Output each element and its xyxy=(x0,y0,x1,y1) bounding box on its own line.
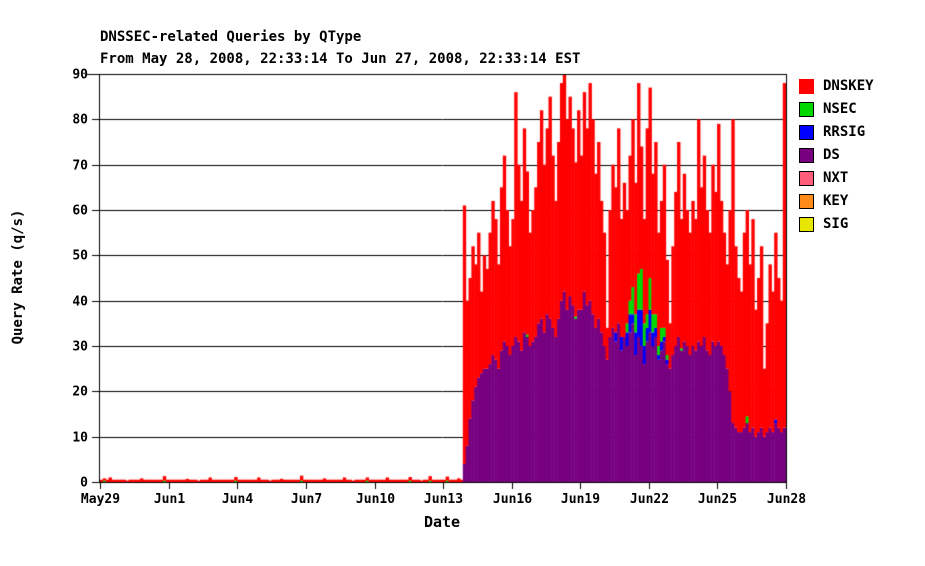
legend-item-sig: SIG xyxy=(799,216,874,232)
x-tick-label-Jun4: Jun4 xyxy=(221,492,254,507)
x-tick-label-Jun25: Jun25 xyxy=(697,492,738,507)
legend: DNSKEY NSEC RRSIG DS NXT KEY SIG xyxy=(799,78,874,239)
x-tick-label-May29: May29 xyxy=(80,492,121,507)
legend-swatch-key-icon xyxy=(799,193,814,209)
y-tick-label-20: 20 xyxy=(72,384,88,399)
legend-swatch-nxt-icon xyxy=(799,170,814,186)
legend-item-dnskey: DNSKEY xyxy=(799,78,874,94)
y-tick-label-0: 0 xyxy=(80,475,88,490)
legend-label-sig: SIG xyxy=(823,215,849,232)
y-tick-label-80: 80 xyxy=(72,112,88,127)
x-axis-label: Date xyxy=(423,513,461,531)
legend-item-nsec: NSEC xyxy=(799,101,874,117)
y-tick-label-40: 40 xyxy=(72,294,88,309)
x-tick-label-Jun22: Jun22 xyxy=(629,492,670,507)
legend-swatch-rrsig-icon xyxy=(799,124,814,140)
y-tick-label-10: 10 xyxy=(72,430,88,445)
legend-swatch-ds-icon xyxy=(799,147,814,163)
y-tick-label-30: 30 xyxy=(72,339,88,354)
y-tick-label-90: 90 xyxy=(72,67,88,82)
y-axis-label: Query Rate (q/s) xyxy=(10,209,26,345)
x-tick-label-Jun1: Jun1 xyxy=(153,492,186,507)
x-tick-label-Jun19: Jun19 xyxy=(560,492,601,507)
chart-subtitle: From May 28, 2008, 22:33:14 To Jun 27, 2… xyxy=(100,51,581,67)
legend-label-rrsig: RRSIG xyxy=(823,123,866,140)
legend-label-nsec: NSEC xyxy=(823,100,857,117)
x-tick-label-Jun28: Jun28 xyxy=(766,492,807,507)
chart-title: DNSSEC-related Queries by QType xyxy=(100,29,362,45)
y-tick-label-60: 60 xyxy=(72,203,88,218)
legend-label-nxt: NXT xyxy=(823,169,849,186)
x-tick-label-Jun7: Jun7 xyxy=(290,492,323,507)
legend-label-ds: DS xyxy=(823,146,840,163)
legend-item-ds: DS xyxy=(799,147,874,163)
legend-item-key: KEY xyxy=(799,193,874,209)
legend-item-rrsig: RRSIG xyxy=(799,124,874,140)
y-tick-label-50: 50 xyxy=(72,248,88,263)
x-tick-label-Jun10: Jun10 xyxy=(355,492,396,507)
legend-swatch-sig-icon xyxy=(799,216,814,232)
legend-label-key: KEY xyxy=(823,192,849,209)
x-tick-label-Jun13: Jun13 xyxy=(423,492,464,507)
x-tick-label-Jun16: Jun16 xyxy=(492,492,533,507)
legend-item-nxt: NXT xyxy=(799,170,874,186)
y-tick-label-70: 70 xyxy=(72,158,88,173)
legend-label-dnskey: DNSKEY xyxy=(823,77,874,94)
legend-swatch-nsec-icon xyxy=(799,101,814,117)
legend-swatch-dnskey-icon xyxy=(799,78,814,94)
